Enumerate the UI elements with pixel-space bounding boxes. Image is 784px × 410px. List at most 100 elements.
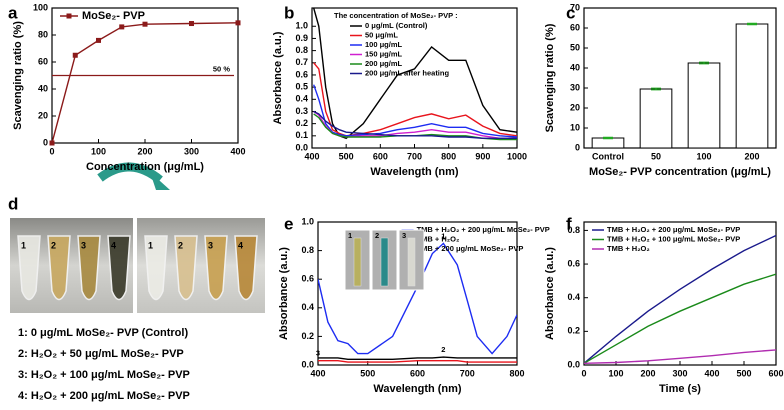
bar [735, 23, 769, 149]
marker [235, 20, 241, 26]
y-tick-label: 0.9 [295, 33, 308, 43]
series-line [584, 234, 776, 364]
legend-label: 200 μg/mL [365, 59, 403, 68]
x-tick-label: 300 [184, 146, 199, 156]
series-line [52, 22, 238, 143]
x-tick-label: 500 [339, 151, 354, 161]
x-tick-label: 400 [304, 151, 319, 161]
tube [234, 235, 258, 301]
inset-cuvette [407, 237, 416, 287]
marker [119, 24, 125, 30]
y-tick-label: 60 [38, 56, 48, 66]
legend-label: TMB + 200 μg/mL MoSe₂- PVP [417, 244, 524, 253]
legend-line: 3: H₂O₂ + 100 μg/mL MoSe₂- PVP [18, 369, 190, 381]
x-tick-label: 100 [91, 146, 106, 156]
y-tick-label: 0.2 [295, 118, 308, 128]
x-tick-label: 500 [736, 368, 751, 378]
error-bar [699, 61, 709, 65]
marker [96, 37, 101, 43]
bar [639, 88, 673, 149]
y-tick-label: 1.0 [301, 216, 314, 226]
y-tick-label: 0 [575, 142, 580, 152]
y-axis-label: Scavenging ratio (%) [12, 21, 24, 130]
x-tick-label: 200 [137, 146, 152, 156]
error-bar [747, 22, 757, 26]
legend-label: TMB + H₂O₂ [417, 234, 460, 243]
series-line [313, 62, 517, 137]
y-tick-label: 0 [43, 137, 48, 147]
tube [174, 235, 198, 301]
x-tick-label: 400 [230, 146, 245, 156]
x-tick-label: 100 [608, 368, 623, 378]
legend-label: 200 μg/mL after heating [365, 68, 449, 77]
inset-cuvette [380, 237, 389, 287]
series-line [318, 360, 517, 363]
x-axis-label: Time (s) [659, 383, 701, 395]
y-tick-label: 0.8 [301, 245, 314, 255]
x-axis-label: Wavelength (nm) [373, 383, 462, 395]
plot-frame [583, 7, 777, 149]
panel-label: f [566, 214, 572, 233]
arrow [97, 162, 163, 184]
tube [107, 235, 131, 301]
y-tick-label: 0.1 [295, 130, 308, 140]
bar [687, 62, 721, 149]
y-tick-label: 0.6 [567, 258, 580, 268]
y-tick-label: 40 [570, 62, 580, 72]
bar [591, 137, 625, 149]
x-tick-label: 400 [704, 368, 719, 378]
legend-label: TMB + H₂O₂ + 200 μg/mL MoSe₂- PVP [417, 225, 550, 234]
y-tick-label: 50 [570, 42, 580, 52]
tube-label: 1 [148, 240, 153, 250]
legend-label: TMB + H₂O₂ [607, 244, 650, 253]
inset-label: 3 [402, 231, 406, 240]
legend-label: TMB + H₂O₂ + 200 μg/mL MoSe₂- PVP [607, 225, 740, 234]
x-tick-label: 1000 [507, 151, 527, 161]
x-tick-label: 200 [640, 368, 655, 378]
series-line [584, 349, 776, 364]
x-tick-label: 700 [407, 151, 422, 161]
arrow-head [150, 172, 170, 190]
x-axis-label: Wavelength (nm) [370, 166, 459, 178]
x-tick-label: 300 [672, 368, 687, 378]
y-tick-label: 10 [570, 122, 580, 132]
x-tick-label: 200 [744, 151, 759, 161]
panel-label: c [566, 3, 575, 22]
series-line [318, 356, 517, 360]
tube [47, 235, 71, 301]
panel-label: a [8, 3, 18, 22]
y-tick-label: 80 [38, 29, 48, 39]
tube [17, 235, 41, 301]
series-line [318, 242, 517, 355]
tube [144, 235, 168, 301]
tube-label: 4 [238, 240, 243, 250]
y-tick-label: 0.2 [567, 326, 580, 336]
marker [189, 21, 194, 27]
y-tick-label: 0.4 [567, 292, 580, 302]
x-tick-label: 800 [441, 151, 456, 161]
legend-label: 0 μg/mL (Control) [365, 21, 428, 30]
tube-label: 3 [81, 240, 86, 250]
error-bar [603, 136, 613, 140]
curve-tag: 3 [316, 349, 320, 358]
inset-cuvette [353, 237, 362, 287]
y-axis-label: Scavenging ratio (%) [544, 23, 556, 132]
marker [49, 140, 55, 146]
reference-label: 50 % [213, 64, 230, 73]
x-tick-label: 100 [696, 151, 711, 161]
y-tick-label: 0.8 [295, 45, 308, 55]
y-tick-label: 20 [38, 110, 48, 120]
x-tick-label: 900 [475, 151, 490, 161]
x-axis-label: MoSe₂- PVP concentration (μg/mL) [589, 166, 771, 178]
x-tick-label: 400 [310, 368, 325, 378]
tube-label: 2 [51, 240, 56, 250]
series-line [313, 8, 517, 140]
x-tick-label: 500 [360, 368, 375, 378]
x-tick-label: 0 [581, 368, 586, 378]
y-tick-label: 0.4 [301, 302, 314, 312]
x-tick-label: 800 [509, 368, 524, 378]
x-tick-label: 600 [410, 368, 425, 378]
y-tick-label: 0.0 [567, 359, 580, 369]
legend-marker [66, 13, 72, 19]
x-tick-label: Control [592, 151, 624, 161]
